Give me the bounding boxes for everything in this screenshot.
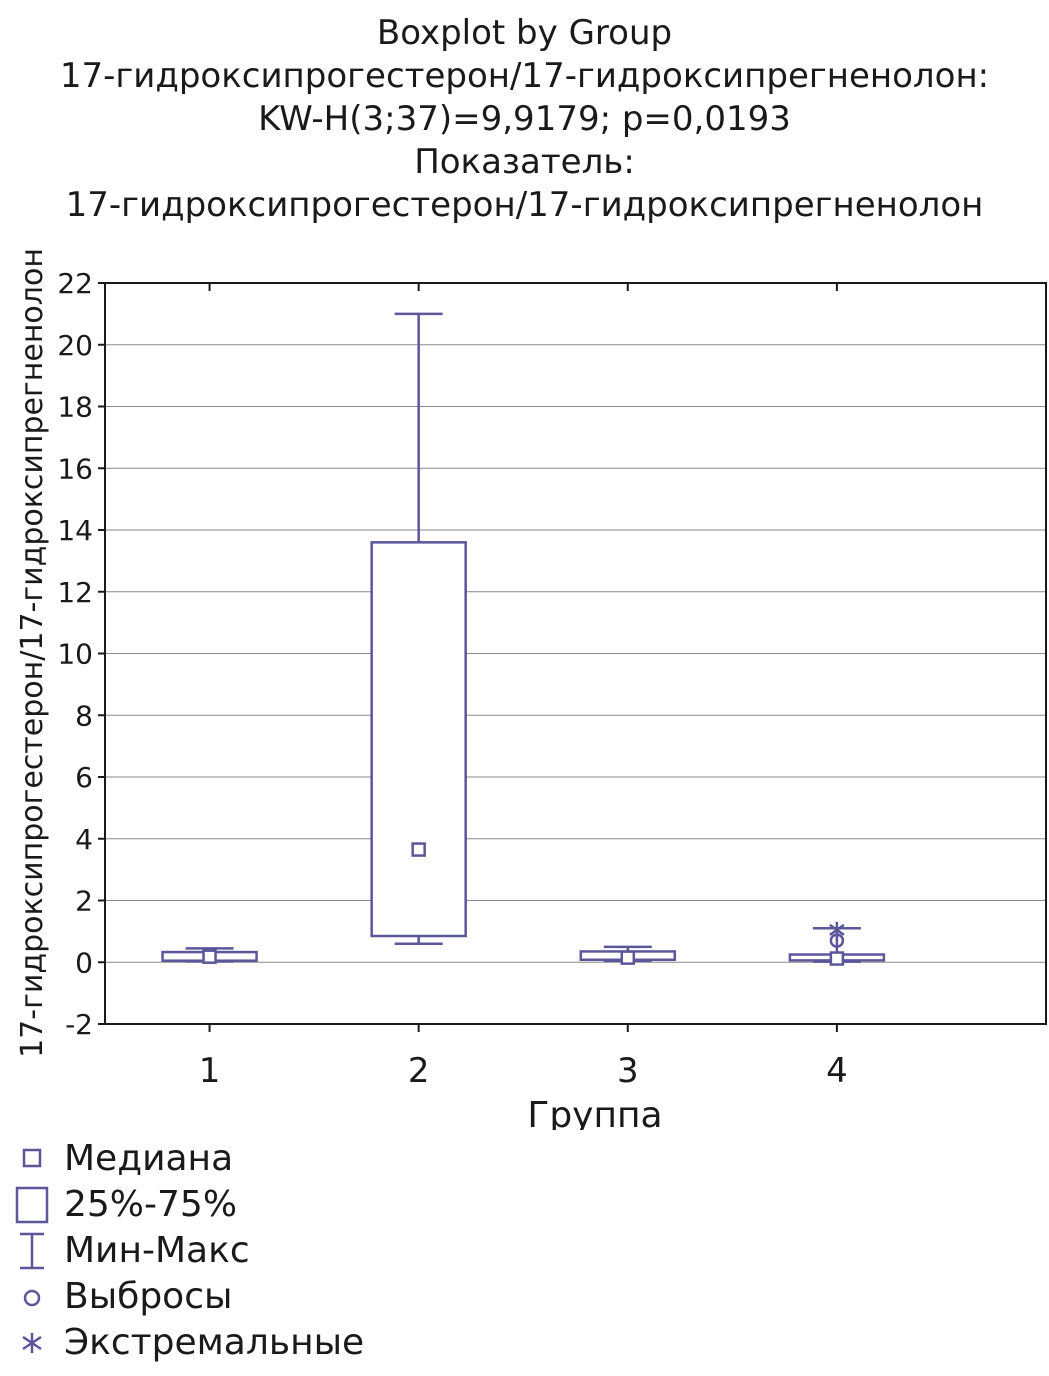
x-tick-label: 2: [408, 1051, 430, 1091]
median-marker: [411, 842, 426, 857]
median-marker: [620, 950, 636, 965]
x-axis-label: Группа: [527, 1095, 662, 1130]
y-axis-ticks: -2 0 2 4 6 8 10 12 14 16 18 20 22: [57, 267, 105, 1041]
title-line-1: Boxplot by Group: [376, 13, 673, 53]
y-tick-label: 10: [57, 638, 93, 671]
median-marker: [202, 949, 217, 964]
chart-title: Boxplot by Group 17-гидроксипрогестерон/…: [0, 12, 1049, 227]
legend-label-median: Медиана: [64, 1138, 234, 1179]
whisker-icon: [20, 1232, 44, 1270]
y-tick-label: 16: [57, 452, 93, 485]
y-tick-label: 4: [75, 823, 93, 856]
legend-label-box: 25%-75%: [64, 1184, 238, 1225]
outlier-circle-icon: [23, 1289, 41, 1307]
extreme-asterisk-icon: [22, 1333, 42, 1353]
x-tick-label: 3: [617, 1051, 639, 1091]
box-group-4: [788, 921, 886, 966]
y-tick-label: 6: [75, 761, 93, 794]
title-line-4: Показатель:: [414, 142, 635, 182]
box-series: [161, 312, 886, 966]
median-square-icon: [22, 1148, 42, 1168]
y-tick-label: 20: [57, 329, 93, 362]
x-tick-label: 1: [199, 1051, 221, 1091]
title-line-3: KW-H(3;37)=9,9179; p=0,0193: [258, 99, 791, 139]
box-group-2: [370, 312, 467, 945]
x-axis-ticks: 1 2 3 4: [199, 283, 848, 1091]
x-tick-label: 4: [826, 1051, 848, 1091]
y-tick-label: 12: [57, 576, 93, 609]
iqr-box: [370, 541, 467, 938]
y-tick-label: -2: [65, 1008, 93, 1041]
title-line-2: 17-гидроксипрогестерон/17-гидроксипрегне…: [59, 56, 990, 96]
extreme-marker: [829, 921, 845, 938]
y-tick-label: 18: [57, 391, 93, 424]
y-tick-label: 2: [75, 885, 93, 918]
y-tick-label: 0: [75, 946, 93, 979]
legend-label-extreme: Экстремальные: [64, 1322, 365, 1363]
y-tick-label: 8: [75, 699, 93, 732]
box-group-1: [161, 947, 258, 964]
title-line-5: 17-гидроксипрогестерон/17-гидроксипрегне…: [65, 185, 984, 225]
legend-label-whisker: Мин-Макс: [64, 1230, 250, 1271]
y-axis-label: 17-гидроксипрогестерон/17-гидроксипрегне…: [15, 248, 50, 1058]
y-tick-label: 14: [57, 514, 93, 547]
box-rect-icon: [15, 1186, 49, 1224]
gridlines: [105, 344, 1046, 963]
median-marker: [829, 951, 845, 966]
y-tick-label: 22: [57, 267, 93, 300]
box-group-3: [579, 945, 677, 965]
legend-label-outlier: Выбросы: [64, 1276, 233, 1317]
